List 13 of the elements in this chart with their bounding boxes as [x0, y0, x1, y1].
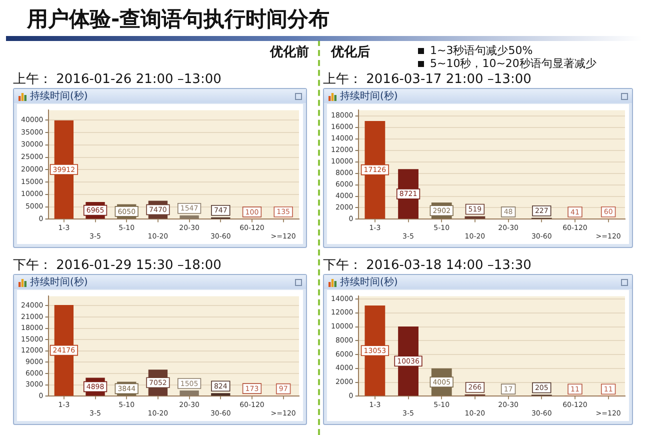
- chart-subtitle: 持续时间(秒): [340, 276, 398, 289]
- text: 5~10秒，10~20秒语句显著减少: [430, 56, 596, 71]
- chart-subtitle: 持续时间(秒): [340, 90, 398, 103]
- text: 优化后: [331, 44, 370, 61]
- text: 优化前: [270, 44, 309, 61]
- chart-title: 上午： 2016-01-26 21:00 –13:00: [13, 72, 222, 88]
- chart-title: 下午： 2016-03-18 14:00 –13:30: [323, 258, 532, 274]
- chart-subtitle: 持续时间(秒): [30, 276, 88, 289]
- chart-title: 上午： 2016-03-17 21:00 –13:00: [323, 72, 532, 88]
- text: 1~3秒语句减少50%: [430, 43, 533, 58]
- chart-title: 下午： 2016-01-29 15:30 –18:00: [13, 258, 222, 274]
- text: 用户体验-查询语句执行时间分布: [27, 6, 330, 32]
- chart-subtitle: 持续时间(秒): [30, 90, 88, 103]
